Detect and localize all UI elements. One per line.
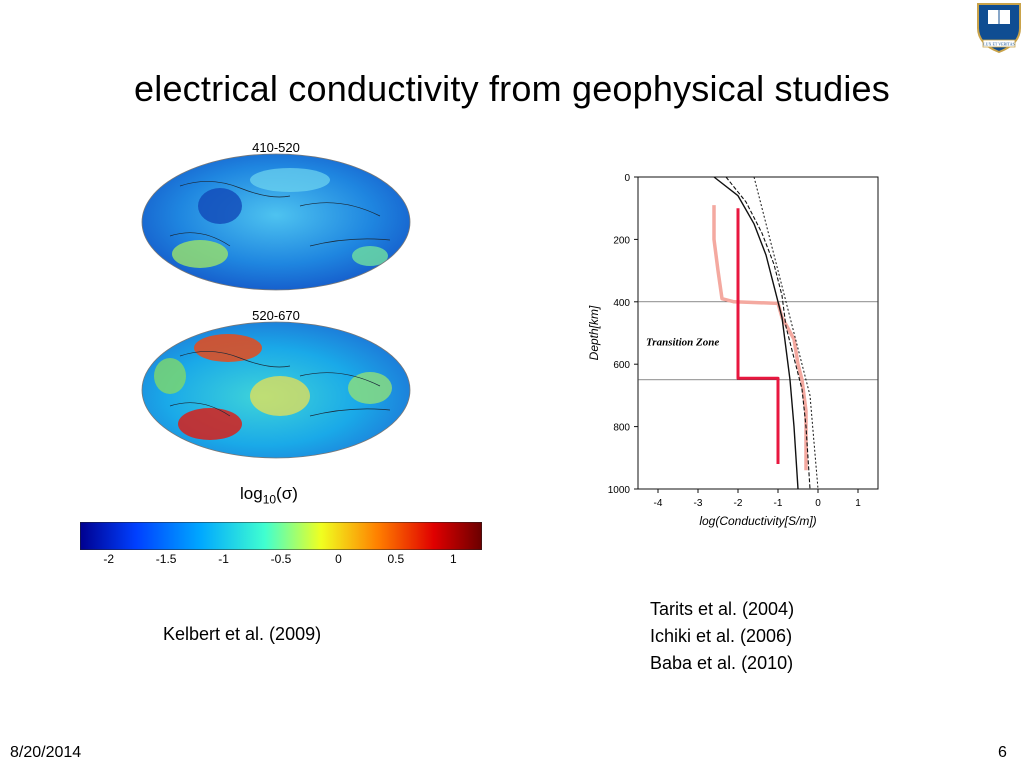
- red-step-profile-line: [736, 208, 780, 465]
- colorbar-ticks: -2 -1.5 -1 -0.5 0 0.5 1: [80, 552, 482, 572]
- x-axis-label: log(Conductivity[S/m]): [699, 514, 816, 528]
- black-profile-line: [713, 176, 799, 490]
- y-axis-label: Depth[km]: [587, 305, 601, 360]
- y-tick-label: 200: [613, 235, 630, 246]
- colorbar-tick: -2: [103, 552, 115, 566]
- transition-zone-label: Transition Zone: [646, 336, 719, 348]
- map-bottom: [142, 322, 410, 458]
- citation-kelbert: Kelbert et al. (2009): [163, 624, 322, 644]
- y-tick-label: 1000: [608, 485, 631, 496]
- colorbar-tick: -1: [218, 552, 229, 566]
- colorbar-title: log10(σ): [240, 484, 298, 507]
- svg-text:LUX ET VERITAS: LUX ET VERITAS: [983, 42, 1015, 47]
- black-dotted-profile-line: [753, 176, 819, 490]
- yale-shield-icon: LUX ET VERITAS: [977, 3, 1021, 54]
- map-label-top: 410-520: [252, 140, 300, 155]
- x-tick-label: -2: [734, 498, 743, 509]
- y-tick-label: 800: [613, 423, 630, 434]
- colorbar: [80, 522, 482, 550]
- plot-frame: [637, 176, 879, 490]
- x-tick-label: -4: [654, 498, 663, 509]
- x-tick-label: -3: [694, 498, 703, 509]
- colorbar-tick: 0.5: [387, 552, 405, 566]
- x-tick-label: -1: [774, 498, 783, 509]
- black-dashed-profile-line: [725, 176, 811, 490]
- conductivity-maps: 410-520 520-670: [141, 140, 411, 459]
- pink-profile-line: [712, 205, 808, 471]
- y-tick-label: 0: [624, 173, 630, 184]
- colorbar-tick: -1.5: [155, 552, 177, 566]
- map-label-bottom: 520-670: [252, 308, 300, 323]
- map-top: [142, 154, 410, 290]
- y-tick-label: 600: [613, 360, 630, 371]
- colorbar-tick: 0: [335, 552, 342, 566]
- footer-date: 8/20/2014: [10, 744, 82, 761]
- colorbar-tick: 1: [449, 552, 457, 566]
- x-tick-label: 0: [815, 498, 821, 509]
- x-tick-label: 1: [855, 498, 861, 509]
- conductivity-depth-profile: 0 200 400 600 800 1000 -4 -3 -2 -1 0 1 log(Conductiv…: [587, 173, 879, 528]
- slide-title: electrical conductivity from geophysical…: [134, 68, 890, 109]
- page-number: 6: [998, 744, 1007, 761]
- colorbar-tick: -0.5: [270, 552, 292, 566]
- citation-list: Tarits et al. (2004) Ichiki et al. (2006)…: [650, 599, 795, 673]
- y-tick-label: 400: [613, 298, 630, 309]
